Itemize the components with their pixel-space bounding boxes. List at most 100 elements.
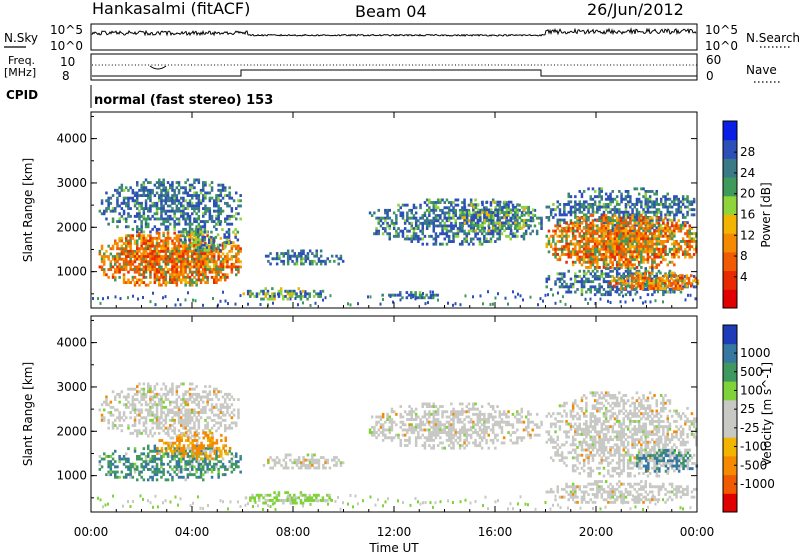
data-cell	[149, 194, 152, 197]
data-cell	[226, 265, 229, 269]
data-cell	[676, 284, 680, 288]
data-cell	[644, 197, 647, 201]
data-cell	[662, 258, 665, 262]
data-cell	[620, 263, 623, 267]
noise-cell	[179, 303, 182, 307]
data-cell	[107, 207, 110, 210]
data-cell	[681, 197, 685, 201]
data-cell	[494, 211, 497, 214]
data-cell	[215, 387, 218, 391]
data-cell	[410, 296, 413, 300]
data-cell	[195, 392, 198, 396]
data-cell	[151, 395, 154, 399]
data-cell	[160, 196, 163, 200]
data-cell	[571, 242, 575, 246]
noise-cell	[632, 298, 634, 302]
data-cell	[182, 382, 185, 386]
data-cell	[609, 247, 612, 251]
data-cell	[197, 246, 200, 250]
data-cell	[629, 232, 632, 236]
data-cell	[149, 400, 152, 404]
data-cell	[642, 232, 645, 236]
data-cell	[626, 269, 630, 273]
data-cell	[498, 224, 502, 227]
data-cell	[690, 282, 693, 285]
data-cell	[116, 204, 119, 208]
data-cell	[147, 242, 150, 245]
data-cell	[149, 275, 152, 279]
data-cell	[406, 203, 409, 207]
noise-cell	[529, 295, 532, 299]
data-cell	[195, 220, 198, 223]
data-cell	[611, 247, 614, 251]
data-cell	[193, 178, 196, 182]
data-cell	[204, 405, 207, 409]
data-cell	[202, 196, 205, 200]
data-cell	[199, 199, 203, 203]
data-cell	[401, 203, 405, 207]
data-cell	[230, 416, 234, 420]
data-cell	[662, 219, 665, 223]
data-cell	[171, 270, 174, 274]
data-cell	[626, 276, 629, 280]
data-cell	[604, 221, 608, 225]
data-cell	[611, 232, 614, 236]
data-cell	[443, 237, 446, 241]
data-cell	[164, 387, 168, 391]
data-cell	[690, 237, 694, 241]
data-cell	[571, 285, 575, 289]
data-cell	[414, 216, 418, 220]
noise-cell	[504, 296, 507, 300]
data-cell	[160, 199, 163, 203]
data-cell	[571, 260, 575, 264]
data-cell	[618, 219, 621, 223]
noise-cell	[142, 296, 144, 299]
data-cell	[633, 223, 636, 227]
data-cell	[662, 247, 665, 251]
data-cell	[640, 221, 643, 225]
data-cell	[622, 219, 625, 223]
data-cell	[640, 260, 643, 264]
data-cell	[554, 245, 557, 249]
data-cell	[221, 268, 225, 271]
data-cell	[177, 191, 181, 195]
data-cell	[138, 411, 141, 414]
data-cell	[628, 274, 631, 278]
data-cell	[171, 247, 174, 251]
data-cell	[613, 284, 616, 288]
data-cell	[197, 418, 201, 422]
data-cell	[169, 249, 172, 253]
data-cell	[133, 249, 137, 253]
data-cell	[300, 262, 303, 266]
data-cell	[598, 253, 601, 256]
data-cell	[118, 204, 121, 208]
data-cell	[428, 198, 431, 202]
data-cell	[147, 447, 150, 451]
data-cell	[650, 287, 653, 291]
data-cell	[155, 405, 159, 409]
data-cell	[668, 229, 672, 232]
data-cell	[525, 218, 528, 222]
data-cell	[171, 416, 174, 420]
data-cell	[662, 275, 665, 278]
data-cell	[629, 263, 632, 267]
data-cell	[432, 221, 435, 225]
data-cell	[563, 208, 566, 212]
data-cell	[626, 258, 630, 262]
data-cell	[600, 253, 603, 256]
data-cell	[166, 257, 170, 261]
data-cell	[234, 228, 237, 231]
data-cell	[675, 221, 678, 225]
data-cell	[129, 249, 132, 253]
data-cell	[443, 232, 446, 236]
data-cell	[188, 243, 191, 247]
cpid-label: CPID	[6, 88, 38, 102]
data-cell	[631, 250, 634, 254]
data-cell	[672, 271, 675, 275]
data-cell	[405, 296, 409, 300]
data-cell	[120, 249, 124, 253]
data-cell	[182, 275, 185, 279]
data-cell	[166, 191, 170, 195]
data-cell	[569, 200, 573, 204]
